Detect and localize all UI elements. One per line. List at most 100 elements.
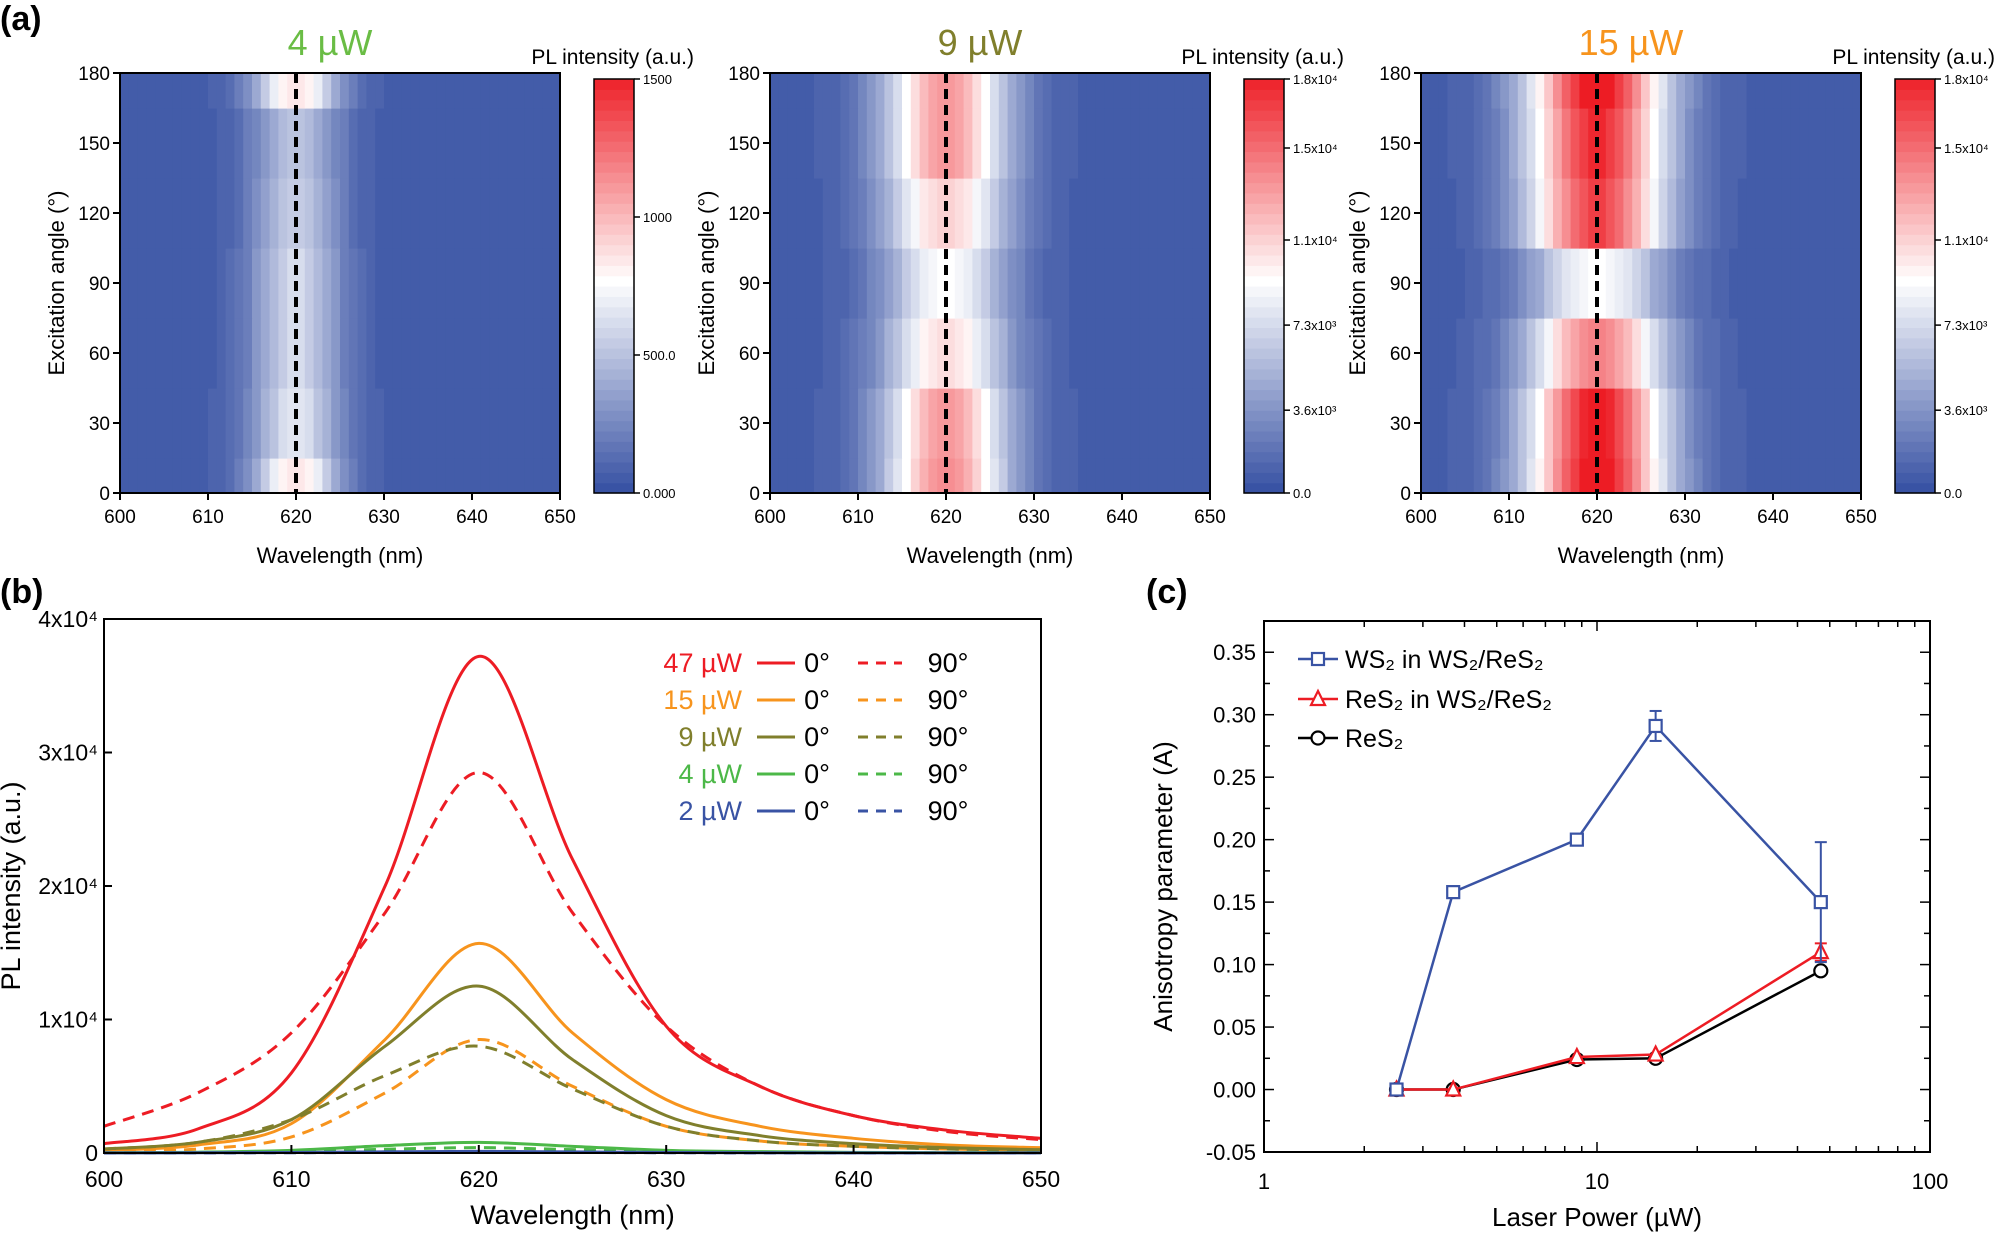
heatmap-cell	[1781, 248, 1792, 319]
heatmap-cell	[172, 318, 183, 389]
heatmap-cell	[1808, 248, 1818, 319]
y-tick-label: 0	[1400, 484, 1411, 505]
heatmap-cell	[507, 388, 517, 459]
heatmap-cell	[1526, 388, 1536, 459]
heatmap-cell	[164, 178, 174, 249]
heatmap-cell	[1421, 318, 1431, 389]
heatmap-cell	[998, 248, 1009, 319]
heatmap-cell	[805, 73, 815, 109]
y-tick-label: 30	[739, 414, 760, 435]
heatmap-cell	[1157, 458, 1167, 494]
heatmap-cell	[1060, 108, 1070, 179]
heatmap-cell	[1781, 178, 1792, 249]
heatmap-cell	[542, 318, 552, 389]
heatmap-cell	[1429, 388, 1440, 459]
heatmap-cell	[954, 318, 965, 389]
heatmap-cell	[375, 388, 385, 459]
heatmap-cell	[1746, 388, 1756, 459]
heatmap-cell	[1579, 458, 1589, 494]
heatmap-cell	[1078, 388, 1088, 459]
heatmap-cell	[401, 458, 411, 494]
heatmap-cell	[287, 73, 297, 109]
legend-power-label: 15 µW	[663, 685, 742, 715]
heatmap-cell	[1025, 108, 1035, 179]
colorbar-swatch	[594, 482, 634, 494]
colorbar-swatch	[594, 337, 634, 349]
heatmap-cell	[981, 73, 991, 109]
heatmap-cell	[1192, 108, 1202, 179]
heatmap-cell	[919, 458, 929, 494]
colorbar-swatch	[1244, 410, 1284, 422]
colorbar-swatch	[1895, 265, 1935, 277]
heatmap-cell	[419, 248, 429, 319]
heatmap-cell	[260, 248, 271, 319]
heatmap-cell	[1729, 318, 1739, 389]
data-series	[1389, 709, 1828, 1097]
heatmap-cell	[770, 318, 780, 389]
heatmap-cell	[1465, 388, 1475, 459]
heatmap-cell	[1447, 248, 1457, 319]
heatmap-cell	[1535, 388, 1545, 459]
heatmap-cell	[190, 178, 200, 249]
colorbar-swatch	[1244, 192, 1284, 204]
heatmap-cell	[770, 178, 780, 249]
heatmap-cell	[128, 108, 139, 179]
heatmap-cell	[155, 318, 165, 389]
heatmap-cell	[1623, 388, 1633, 459]
heatmap-cell	[419, 178, 429, 249]
heatmap-cell	[866, 108, 877, 179]
heatmap-cell	[1174, 108, 1185, 179]
heatmap-cell	[1676, 458, 1686, 494]
heatmap-cell	[260, 458, 271, 494]
colorbar-swatch	[1895, 296, 1935, 308]
heatmap-cell	[1746, 458, 1756, 494]
heatmap-cell	[1130, 178, 1141, 249]
heatmap-cell	[146, 388, 156, 459]
heatmap-cell	[401, 248, 411, 319]
colorbar-swatch	[1895, 358, 1935, 370]
heatmap-cell	[893, 178, 903, 249]
heatmap-cell	[524, 458, 535, 494]
colorbar-swatch	[1895, 182, 1935, 194]
colorbar-tick-label: 1.5x10⁴	[1293, 141, 1338, 156]
heatmap-cell	[884, 108, 894, 179]
heatmap-cell	[849, 458, 859, 494]
heatmap-cell	[524, 318, 535, 389]
heatmap-cell	[822, 73, 833, 109]
heatmap-cell	[278, 388, 288, 459]
heatmap-cell	[1649, 178, 1660, 249]
heatmap-cell	[1113, 178, 1123, 249]
heatmap-cell	[533, 318, 543, 389]
heatmap-cell	[1729, 73, 1739, 109]
heatmap-cell	[805, 318, 815, 389]
heatmap-cell	[551, 248, 561, 319]
heatmap-cell	[1078, 458, 1088, 494]
heatmap-cell	[1139, 73, 1149, 109]
heatmap-cell	[472, 178, 482, 249]
heatmap-cell	[287, 318, 297, 389]
heatmap-cell	[252, 318, 262, 389]
heatmap-cell	[260, 178, 271, 249]
heatmap-cell	[1509, 458, 1519, 494]
heatmap-cell	[172, 248, 183, 319]
heatmap-cell	[1174, 388, 1185, 459]
heatmap-cell	[1614, 388, 1624, 459]
heatmap-cell	[1060, 458, 1070, 494]
heatmap-cell	[1166, 248, 1176, 319]
heatmap-cell	[190, 73, 200, 109]
colorbar-swatch	[1244, 244, 1284, 256]
legend-angle-label: 90°	[928, 685, 969, 715]
heatmap-cell	[954, 73, 965, 109]
y-tick-label: 120	[728, 204, 760, 225]
heatmap-cell	[366, 318, 376, 389]
heatmap-cell	[524, 248, 535, 319]
heatmap-cell	[884, 458, 894, 494]
heatmap-cell	[981, 388, 991, 459]
colorbar-swatch	[1244, 420, 1284, 432]
heatmap-cell	[1658, 108, 1668, 179]
heatmap-cell	[1561, 108, 1572, 179]
colorbar-swatch	[1244, 265, 1284, 277]
heatmap-cell	[946, 318, 956, 389]
heatmap-cell	[313, 318, 323, 389]
x-axis-title: Wavelength (nm)	[470, 1200, 675, 1230]
